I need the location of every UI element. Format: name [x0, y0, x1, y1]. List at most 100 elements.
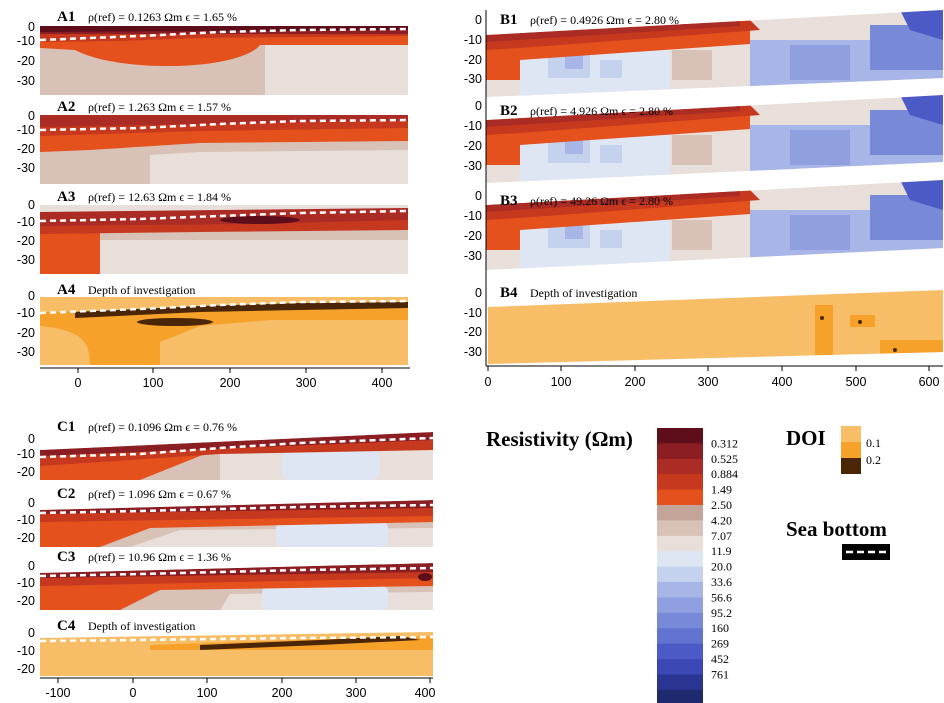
panel-C1 [40, 432, 433, 480]
panel-info-B4: Depth of investigation [530, 286, 637, 300]
colorbar-swatch [657, 582, 703, 598]
y-tick-label: -30 [464, 159, 482, 173]
panel-labels: A1 ρ(ref) = 0.1263 Ωm ϵ = 1.65 % A2 ρ(re… [57, 9, 679, 634]
panel-info-B3: ρ(ref) = 49.26 Ωm ϵ = 2.80 % [530, 194, 673, 208]
panel-info-C1: ρ(ref) = 0.1096 Ωm ϵ = 0.76 % [88, 420, 237, 434]
colorbar-swatch [657, 458, 703, 475]
colorbar-swatch [657, 612, 703, 629]
colorbar-tick-label: 56.6 [711, 590, 732, 604]
y-tick-label: 0 [28, 198, 35, 212]
y-tick-label: 0 [28, 496, 35, 510]
panel-info-A4: Depth of investigation [88, 283, 195, 297]
sea-bottom-legend: Sea bottom [786, 517, 890, 560]
colorbar-swatches [657, 428, 703, 703]
colorbar-tick-label: 2.50 [711, 498, 732, 512]
colorbar-swatch [657, 489, 703, 506]
y-tick-label: 0 [28, 626, 35, 640]
y-tick-label: -30 [464, 249, 482, 263]
panel-info-C3: ρ(ref) = 10.96 Ωm ϵ = 1.36 % [88, 550, 231, 564]
y-tick-label: 0 [475, 13, 482, 27]
y-tick-label: -20 [17, 465, 35, 479]
y-tick-label: -10 [17, 447, 35, 461]
y-tick-label: -10 [464, 209, 482, 223]
y-tick-label: -10 [464, 306, 482, 320]
colorbar-swatch [657, 628, 703, 645]
x-tick-label: 400 [372, 376, 393, 390]
colorbar-tick-label: 761 [711, 667, 729, 681]
y-tick-label: -10 [17, 576, 35, 590]
y-tick-label: -10 [17, 306, 35, 320]
panel-A3 [40, 205, 408, 274]
doi-legend: DOI 0.1 0.2 [786, 426, 881, 474]
panel-info-A3: ρ(ref) = 12.63 Ωm ϵ = 1.84 % [88, 190, 231, 204]
panel-label-C3: C3 [57, 549, 75, 565]
x-tick-label: 200 [625, 375, 646, 389]
panel-A4 [40, 297, 408, 365]
doi-swatch [841, 442, 861, 458]
panel-label-C2: C2 [57, 486, 75, 502]
panel-label-B3: B3 [500, 193, 518, 209]
sea-bottom-swatch [842, 544, 890, 560]
x-tick-label: 0 [485, 375, 492, 389]
colorbar-tick-label: 7.07 [711, 529, 732, 543]
panel-info-B1: ρ(ref) = 0.4926 Ωm ϵ = 2.80 % [530, 13, 679, 27]
y-tick-label: -20 [17, 142, 35, 156]
x-tick-label: 100 [197, 686, 218, 700]
colorbar-swatch [657, 674, 703, 691]
panel-info-B2: ρ(ref) = 4.926 Ωm ϵ = 2.80 % [530, 104, 673, 118]
colorbar-swatch [657, 520, 703, 537]
colorbar-tick-label: 0.884 [711, 467, 738, 481]
x-tick-label: 0 [75, 376, 82, 390]
doi-swatches [841, 426, 861, 474]
x-tick-label: 0 [130, 686, 137, 700]
panel-label-A2: A2 [57, 99, 75, 115]
doi-swatch [841, 458, 861, 474]
x-tick-label: 200 [220, 376, 241, 390]
colorbar-tick-label: 0.525 [711, 452, 738, 466]
y-tick-label: -20 [17, 531, 35, 545]
x-tick-label: 600 [919, 375, 940, 389]
y-tick-label: -10 [17, 513, 35, 527]
colorbar-swatch [657, 643, 703, 660]
colorbar-swatch [657, 551, 703, 568]
y-tick-label: -20 [464, 53, 482, 67]
panel-label-C1: C1 [57, 419, 75, 435]
colorbar-tick-label: 0.312 [711, 436, 738, 450]
y-tick-label: 0 [28, 432, 35, 446]
y-tick-label: -10 [464, 119, 482, 133]
x-tick-label: 300 [296, 376, 317, 390]
panel-label-B1: B1 [500, 12, 518, 28]
panel-label-B4: B4 [500, 285, 518, 301]
y-tick-label: -10 [17, 34, 35, 48]
y-tick-label: -20 [464, 229, 482, 243]
doi-label: 0.2 [866, 453, 881, 467]
colorbar-swatch [657, 597, 703, 614]
x-tick-label: 200 [272, 686, 293, 700]
y-tick-label: -30 [464, 345, 482, 359]
y-tick-label: -10 [464, 33, 482, 47]
panel-info-A2: ρ(ref) = 1.263 Ωm ϵ = 1.57 % [88, 100, 231, 114]
colorbar-swatch [657, 443, 703, 460]
doi-label: 0.1 [866, 436, 881, 450]
y-tick-label: -30 [464, 72, 482, 86]
y-tick-label: -20 [17, 662, 35, 676]
colorbar-swatch [657, 659, 703, 675]
colorbar-tick-label: 452 [711, 652, 729, 666]
colorbar-swatch [657, 689, 703, 703]
sea-bottom-legend-title: Sea bottom [786, 517, 887, 541]
x-tick-label: 100 [551, 375, 572, 389]
y-tick-label: 0 [28, 289, 35, 303]
y-tick-label: 0 [475, 99, 482, 113]
y-tick-label: -20 [464, 325, 482, 339]
colorbar-swatch [657, 505, 703, 521]
y-tick-label: 0 [475, 189, 482, 203]
colorbar-swatch [657, 428, 703, 444]
panel-label-C4: C4 [57, 618, 76, 634]
y-tick-label: 0 [28, 20, 35, 34]
panel-A1 [40, 26, 408, 95]
doi-legend-title: DOI [786, 426, 826, 450]
y-tick-label: -30 [17, 345, 35, 359]
y-tick-label: 0 [28, 109, 35, 123]
y-tick-labels: 0 -10 -20 -30 0 -10 -20 -30 0 -10 -20 -3… [17, 13, 482, 676]
colorbar-tick-label: 269 [711, 637, 729, 651]
